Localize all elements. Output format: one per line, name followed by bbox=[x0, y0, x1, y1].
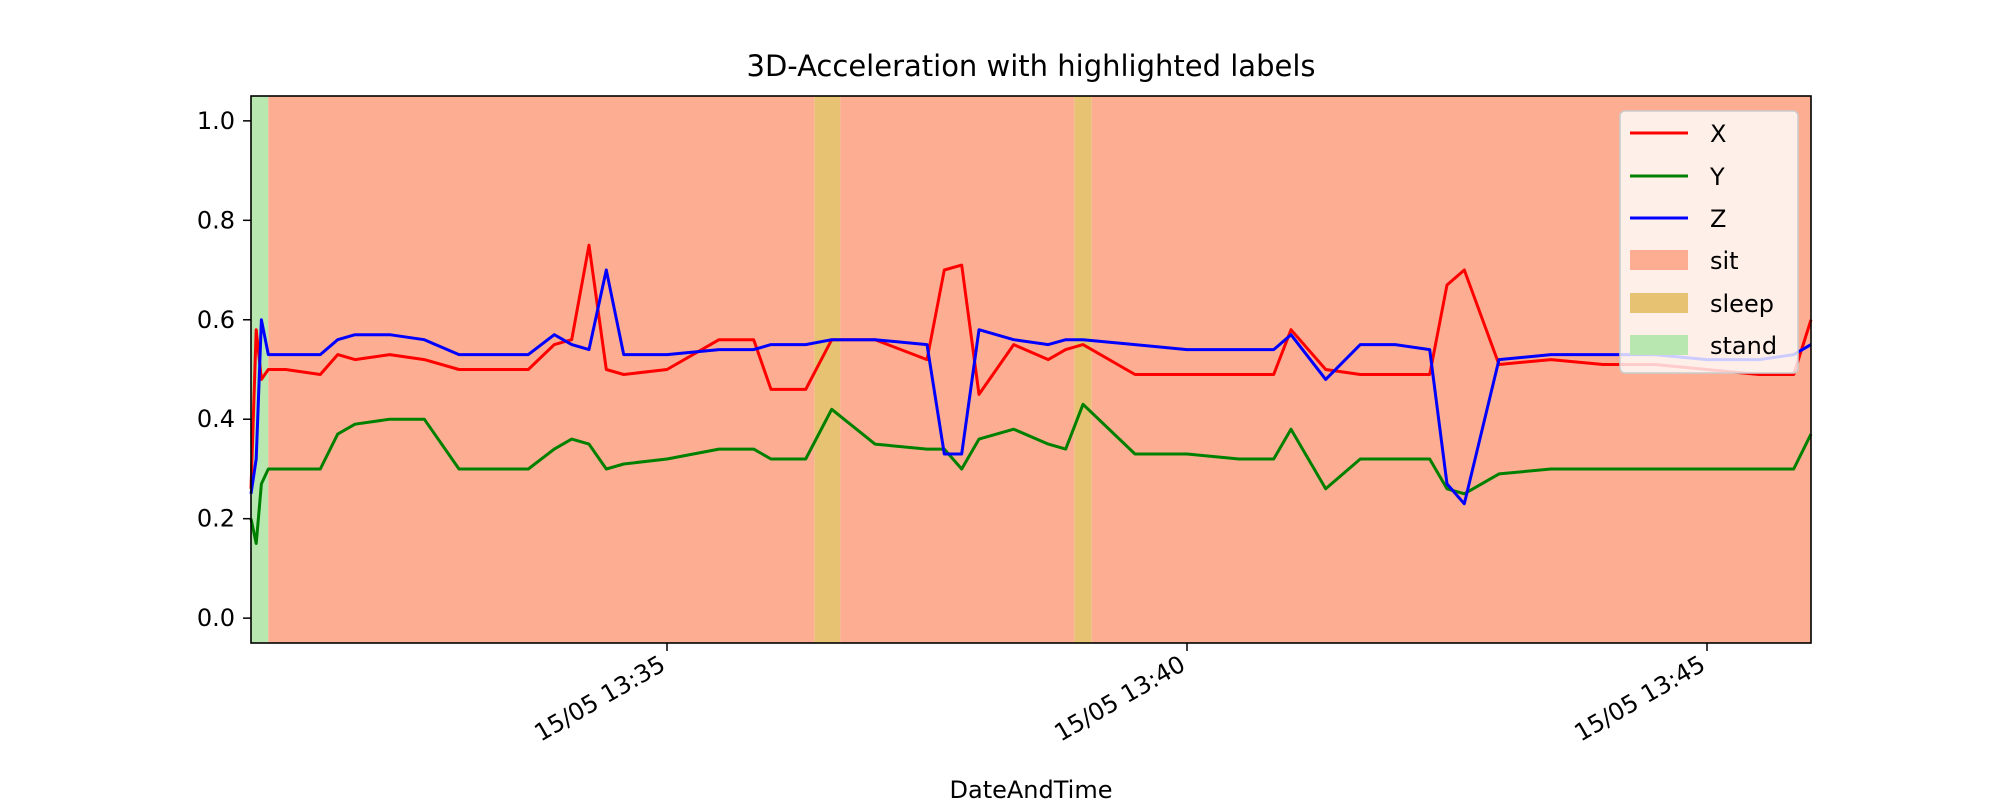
y-tick-label: 1.0 bbox=[197, 107, 235, 135]
series-line-y bbox=[249, 402, 1813, 545]
legend-label-z: Z bbox=[1710, 205, 1726, 233]
series-line-z bbox=[249, 268, 1812, 506]
legend-label-sleep: sleep bbox=[1710, 290, 1774, 318]
y-tick-label: 0.6 bbox=[197, 306, 235, 334]
span-sit-3 bbox=[840, 96, 1075, 643]
legend-swatch-stand bbox=[1630, 335, 1688, 355]
legend-label-y: Y bbox=[1709, 163, 1725, 191]
y-tick-label: 0.0 bbox=[197, 604, 235, 632]
legend-label-stand: stand bbox=[1710, 332, 1777, 360]
series-line-x bbox=[249, 243, 1813, 489]
legend-label-sit: sit bbox=[1710, 247, 1739, 275]
legend-swatch-sit bbox=[1630, 250, 1688, 270]
x-axis-label: DateAndTime bbox=[950, 776, 1113, 800]
y-axis: 0.0 0.2 0.4 0.6 0.8 1.0 bbox=[197, 107, 251, 632]
series-lines bbox=[249, 243, 1813, 545]
x-tick-label: 15/05 13:45 bbox=[1570, 650, 1710, 747]
legend-label-x: X bbox=[1710, 120, 1726, 148]
span-sit-1 bbox=[268, 96, 815, 643]
y-tick-label: 0.8 bbox=[197, 206, 235, 234]
legend: X Y Z sit sleep stand bbox=[1619, 110, 1799, 374]
span-sleep-2 bbox=[814, 96, 841, 643]
chart-title: 3D-Acceleration with highlighted labels bbox=[747, 49, 1316, 83]
plot-frame bbox=[250, 95, 1812, 644]
legend-swatch-sleep bbox=[1630, 293, 1688, 313]
x-tick-label: 15/05 13:40 bbox=[1050, 650, 1190, 747]
span-sleep-4 bbox=[1074, 96, 1092, 643]
y-tick-label: 0.2 bbox=[197, 505, 235, 533]
x-tick-label: 15/05 13:35 bbox=[530, 650, 670, 747]
x-axis: 15/05 13:35 15/05 13:40 15/05 13:45 bbox=[530, 643, 1710, 747]
y-tick-label: 0.4 bbox=[197, 405, 235, 433]
